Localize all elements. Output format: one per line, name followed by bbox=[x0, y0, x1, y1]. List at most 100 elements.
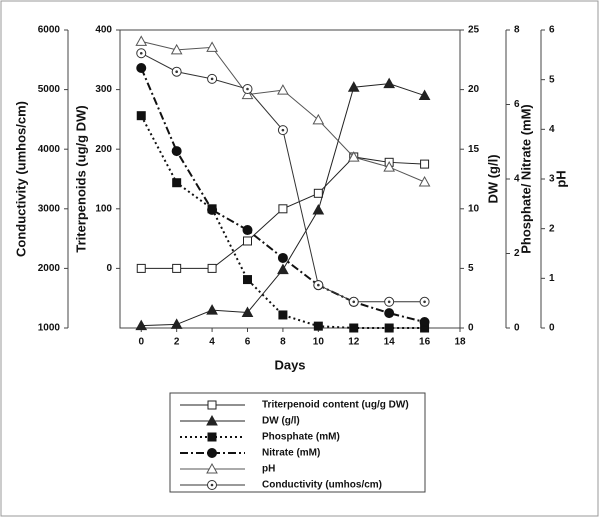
point bbox=[349, 323, 359, 333]
x-tick-label: 16 bbox=[419, 337, 431, 348]
point-dot bbox=[317, 283, 320, 287]
series-line bbox=[140, 115, 425, 329]
y3-tick-label: 5 bbox=[468, 263, 474, 274]
y3-tick-label: 10 bbox=[468, 203, 480, 214]
point bbox=[172, 178, 182, 188]
y-tick-label: 200 bbox=[95, 144, 112, 155]
y2-tick-label: 5000 bbox=[38, 84, 61, 95]
point-dot bbox=[210, 77, 214, 81]
point bbox=[312, 113, 325, 125]
y2-tick-label: 3000 bbox=[38, 203, 61, 214]
y4-tick-label: 6 bbox=[514, 99, 520, 110]
point bbox=[243, 236, 252, 246]
x-tick-label: 12 bbox=[348, 337, 360, 348]
point-dot bbox=[281, 128, 285, 132]
point bbox=[135, 35, 148, 46]
y4-tick-label: 0 bbox=[514, 323, 520, 334]
point bbox=[383, 77, 396, 89]
point bbox=[207, 204, 218, 215]
y3-tick-label: 0 bbox=[468, 323, 474, 334]
legend-marker bbox=[207, 400, 217, 410]
point-dot bbox=[352, 300, 356, 304]
point bbox=[419, 317, 430, 328]
y-tick-label: 100 bbox=[95, 203, 112, 214]
point bbox=[172, 263, 182, 273]
x-tick-label: 4 bbox=[209, 337, 215, 348]
legend-label: Conductivity (umhos/cm) bbox=[262, 480, 382, 491]
legend-label: Phosphate (mM) bbox=[262, 432, 340, 443]
y5-axis-label: pH bbox=[553, 170, 568, 187]
point bbox=[277, 252, 288, 263]
point bbox=[384, 308, 395, 319]
y2-tick-label: 1000 bbox=[38, 323, 61, 334]
y5-tick-label: 2 bbox=[549, 223, 555, 234]
point bbox=[277, 263, 289, 275]
y2-tick-label: 6000 bbox=[38, 25, 61, 36]
point bbox=[136, 111, 146, 121]
point bbox=[207, 263, 217, 273]
point bbox=[241, 306, 254, 318]
y4-axis-label: Phosphate/ Nitrate (mM) bbox=[518, 104, 533, 254]
y-tick-label: 300 bbox=[95, 84, 112, 95]
y2-axis-label: Conductivity (umhos/cm) bbox=[13, 101, 28, 257]
point bbox=[312, 203, 325, 215]
legend-marker bbox=[206, 414, 218, 426]
plot-area bbox=[119, 29, 461, 329]
x-tick-label: 8 bbox=[280, 337, 286, 348]
point bbox=[347, 151, 360, 162]
y5-tick-label: 4 bbox=[549, 124, 555, 135]
point bbox=[383, 161, 396, 172]
y4-tick-label: 8 bbox=[514, 25, 520, 36]
point-dot bbox=[210, 483, 214, 487]
y-axis-label: Triterpenoids (ug/g DW) bbox=[73, 105, 88, 252]
x-axis-label: Days bbox=[274, 357, 305, 372]
point bbox=[136, 263, 146, 273]
point bbox=[420, 159, 430, 169]
point bbox=[135, 319, 148, 331]
point bbox=[206, 41, 218, 52]
y-tick-label: 400 bbox=[95, 25, 112, 36]
y5-tick-label: 5 bbox=[549, 74, 555, 85]
y3-axis-label: DW (g/l) bbox=[485, 154, 500, 203]
y4-tick-label: 4 bbox=[514, 174, 520, 185]
point bbox=[277, 84, 289, 95]
x-tick-label: 10 bbox=[313, 337, 325, 348]
point bbox=[170, 318, 183, 329]
point-dot bbox=[139, 51, 143, 55]
point-dot bbox=[175, 70, 178, 74]
point bbox=[313, 321, 323, 331]
y2-tick-label: 4000 bbox=[38, 144, 61, 155]
y3-tick-label: 15 bbox=[468, 144, 480, 155]
y3-tick-label: 25 bbox=[468, 25, 480, 36]
point-dot bbox=[387, 300, 391, 304]
legend-marker bbox=[207, 432, 217, 442]
legend-marker bbox=[207, 448, 217, 458]
y3-tick-label: 20 bbox=[468, 84, 480, 95]
y5-tick-label: 0 bbox=[549, 323, 555, 334]
legend-label: pH bbox=[262, 464, 275, 475]
point bbox=[241, 88, 254, 100]
x-tick-label: 0 bbox=[138, 337, 144, 348]
point bbox=[418, 89, 431, 101]
y2-tick-label: 2000 bbox=[38, 263, 61, 274]
point bbox=[171, 146, 182, 157]
point-dot bbox=[246, 87, 249, 91]
legend-label: Triterpenoid content (ug/g DW) bbox=[262, 400, 409, 411]
point bbox=[242, 225, 253, 236]
point bbox=[243, 275, 252, 285]
legend-label: Nitrate (mM) bbox=[262, 448, 320, 459]
x-tick-label: 2 bbox=[174, 337, 180, 348]
x-tick-label: 18 bbox=[454, 337, 466, 348]
point bbox=[384, 323, 394, 333]
point bbox=[278, 204, 288, 214]
point bbox=[206, 304, 218, 315]
legend-marker bbox=[206, 462, 218, 474]
y5-tick-label: 6 bbox=[549, 25, 555, 36]
point bbox=[347, 81, 360, 92]
y5-tick-label: 1 bbox=[549, 273, 555, 284]
x-tick-label: 6 bbox=[245, 337, 251, 348]
y5-tick-label: 3 bbox=[549, 174, 555, 185]
legend-label: DW (g/l) bbox=[262, 416, 300, 427]
point bbox=[313, 188, 323, 198]
